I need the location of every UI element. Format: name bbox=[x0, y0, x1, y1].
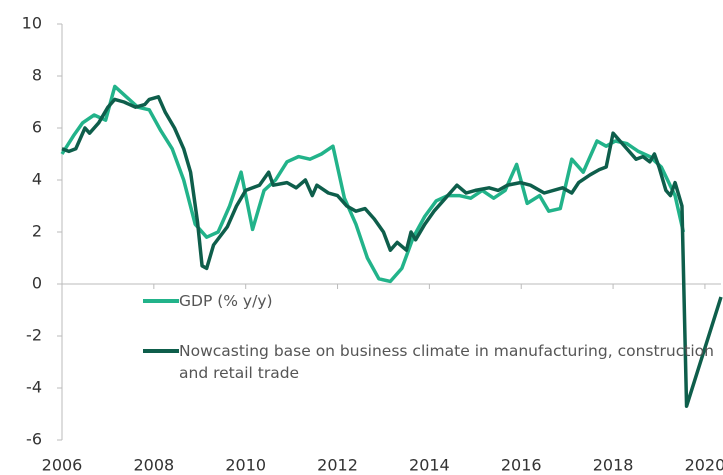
legend-label: Nowcasting base on business climate in m… bbox=[179, 342, 714, 382]
x-tick-label: 2012 bbox=[317, 456, 358, 475]
y-tick-label: 8 bbox=[32, 66, 42, 85]
legend-swatch bbox=[143, 299, 179, 303]
series-line bbox=[60, 84, 686, 284]
x-tick-label: 2014 bbox=[409, 456, 450, 475]
y-tick-label: -6 bbox=[26, 430, 42, 449]
y-tick-label: 6 bbox=[32, 118, 42, 137]
x-tick-label: 2016 bbox=[501, 456, 542, 475]
y-tick-label: 4 bbox=[32, 170, 42, 189]
x-tick-label: 2008 bbox=[133, 456, 174, 475]
y-tick-label: -2 bbox=[26, 326, 42, 345]
legend-swatch bbox=[143, 349, 179, 353]
legend-label: GDP (% y/y) bbox=[179, 292, 273, 310]
y-tick-label: -4 bbox=[26, 378, 42, 397]
y-tick-label: 10 bbox=[22, 14, 42, 33]
x-tick-label: 2018 bbox=[593, 456, 634, 475]
y-tick-label: 2 bbox=[32, 222, 42, 241]
legend-item: Nowcasting base on business climate in m… bbox=[143, 340, 723, 384]
x-tick-label: 2020 bbox=[685, 456, 723, 475]
y-tick-label: 0 bbox=[32, 274, 42, 293]
series-line bbox=[61, 95, 723, 408]
x-tick-label: 2010 bbox=[225, 456, 266, 475]
x-tick-label: 2006 bbox=[42, 456, 83, 475]
legend-item: GDP (% y/y) bbox=[143, 290, 723, 312]
